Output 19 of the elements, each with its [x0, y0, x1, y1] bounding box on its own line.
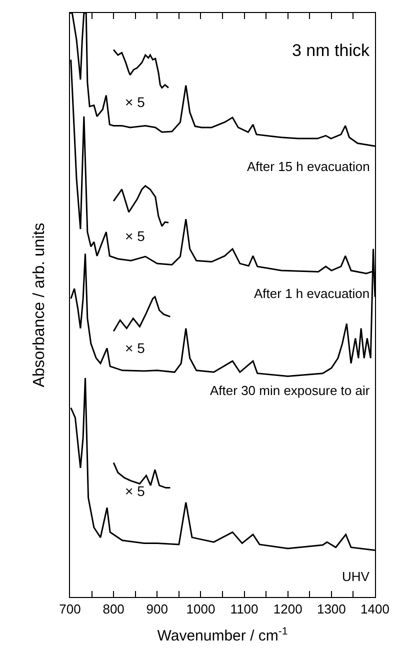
annotation: × 5 — [125, 228, 146, 244]
annotation: 3 nm thick — [292, 41, 370, 60]
x-tick-label: 1300 — [316, 602, 346, 617]
x-tick-label: 700 — [59, 602, 81, 617]
annotation: After 30 min exposure to air — [210, 383, 370, 398]
annotation: After 1 h evacuation — [254, 286, 370, 301]
y-axis-title: Absorbance / arb. units — [30, 222, 48, 388]
annotation: × 5 — [125, 94, 146, 110]
x-tick-label: 1000 — [186, 602, 216, 617]
x-tick-label: 1100 — [230, 602, 258, 617]
annotation: After 15 h evacuation — [247, 159, 370, 174]
x-tick-label: 800 — [102, 602, 124, 617]
annotation: × 5 — [125, 483, 146, 499]
annotation: × 5 — [125, 340, 146, 356]
x-tick-label: 1200 — [273, 602, 302, 617]
x-tick-label: 1400 — [360, 602, 390, 617]
annotation: UHV — [342, 569, 370, 584]
x-tick-label: 900 — [146, 602, 168, 617]
x-axis-title: Wavenumber / cm$^{-1}$ — [157, 625, 288, 645]
